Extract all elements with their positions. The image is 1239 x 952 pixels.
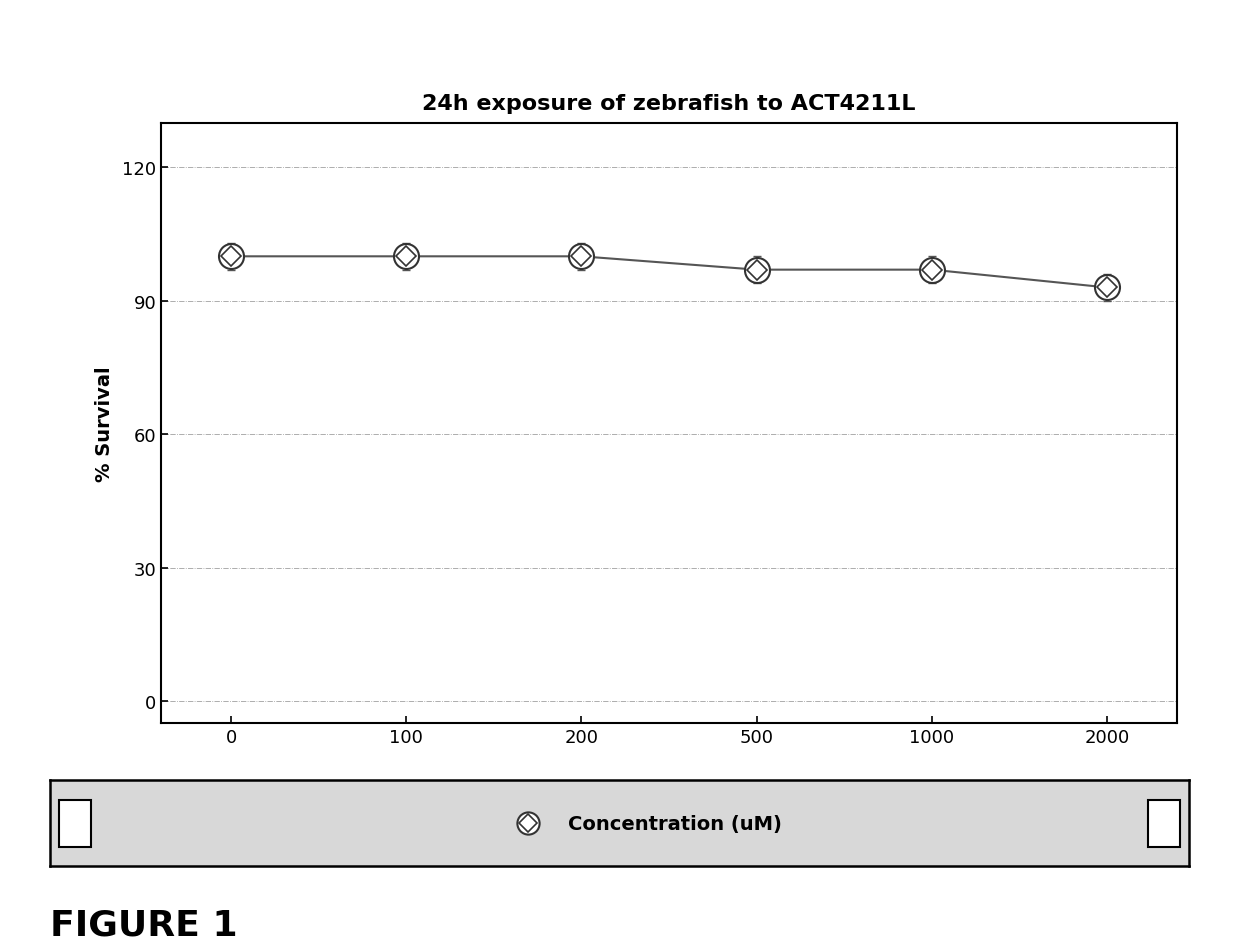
Text: Concentration (uM): Concentration (uM) xyxy=(569,814,782,833)
Bar xyxy=(58,800,90,847)
Text: FIGURE 1: FIGURE 1 xyxy=(50,908,237,942)
Title: 24h exposure of zebrafish to ACT4211L: 24h exposure of zebrafish to ACT4211L xyxy=(422,94,916,114)
Y-axis label: % Survival: % Survival xyxy=(94,366,114,482)
Bar xyxy=(1149,800,1181,847)
